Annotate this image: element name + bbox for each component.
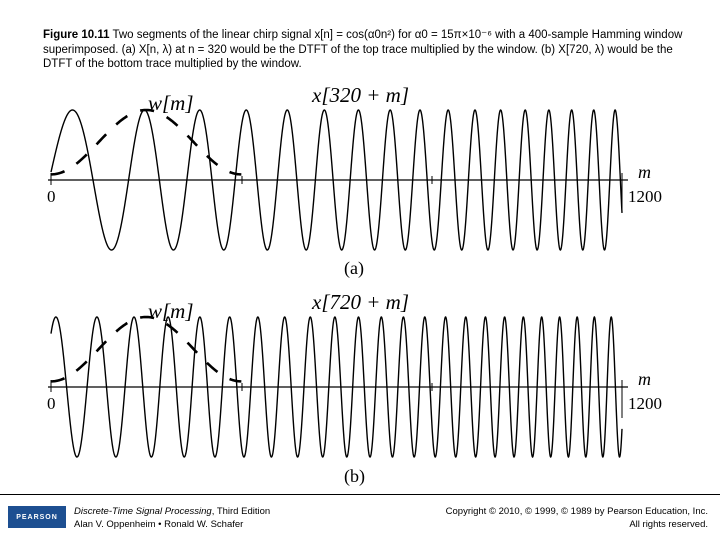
figure-number: Figure 10.11 (43, 29, 110, 41)
panel-b-tick-label-1200: 1200 (628, 394, 662, 413)
panel-a-axis-var: m (638, 162, 651, 182)
panel-b-chirp-curve (50, 316, 623, 458)
panel-b-signal-label: x[720 + m] (311, 290, 409, 314)
panel-a-tick-label-1200: 1200 (628, 187, 662, 206)
logo-text: PEARSON (16, 513, 58, 521)
panel-a-tick-label-0: 0 (47, 187, 56, 206)
panel-b-window-curve (50, 315, 242, 383)
figure-caption: Figure 10.11 Two segments of the linear … (43, 28, 693, 72)
panel-b-window-label: w[m] (148, 299, 194, 323)
panel-b-axis-var: m (638, 369, 651, 389)
copyright-line: Copyright © 2010, © 1999, © 1989 by Pear… (445, 506, 708, 517)
caption-text: Two segments of the linear chirp signal … (43, 29, 683, 70)
book-info: Discrete-Time Signal Processing, Third E… (74, 506, 270, 531)
panel-a: w[m] x[320 + m] m 0 1200 (a) (47, 83, 662, 279)
book-edition: , Third Edition (211, 506, 271, 517)
copyright-notice: Copyright © 2010, © 1999, © 1989 by Pear… (446, 506, 708, 531)
pearson-logo: PEARSON (8, 506, 66, 528)
panel-a-window-label: w[m] (148, 91, 194, 115)
book-title: Discrete-Time Signal Processing (74, 506, 212, 517)
book-authors: Alan V. Oppenheim • Ronald W. Schafer (74, 518, 244, 530)
panel-b: w[m] x[720 + m] m 0 1200 (b) (47, 290, 662, 487)
panel-b-tick-label-0: 0 (47, 394, 56, 413)
panel-a-caption-label: (a) (344, 258, 364, 279)
footer-divider (0, 494, 720, 495)
panel-b-caption-label: (b) (344, 466, 365, 487)
chirp-figure: w[m] x[320 + m] m 0 1200 (a) w[m] x[720 … (47, 83, 662, 487)
book-title-line: Discrete-Time Signal Processing, Third E… (74, 506, 270, 519)
panel-a-window-curve (50, 108, 242, 176)
panel-a-signal-label: x[320 + m] (311, 83, 409, 107)
rights-line: All rights reserved. (629, 518, 708, 530)
